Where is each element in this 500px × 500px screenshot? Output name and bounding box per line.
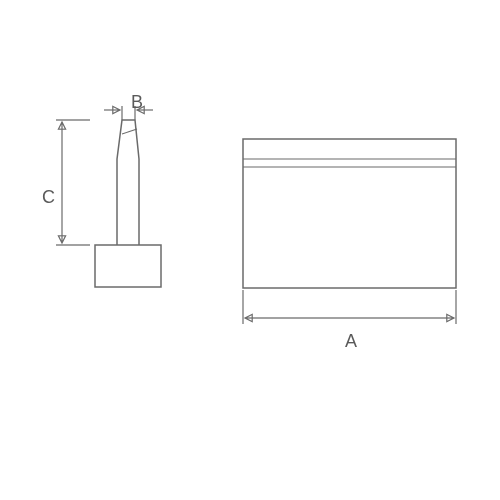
front-view [95,120,161,287]
dimension-label-c: C [42,187,55,208]
front-stem-tip [117,120,139,245]
side-rect [243,139,456,288]
side-view [243,139,456,288]
dimension-label-b: B [131,92,143,113]
technical-diagram [0,0,500,500]
dimension-b [104,106,153,120]
front-base-rect [95,245,161,287]
dimension-c [56,120,90,245]
dimension-label-a: A [345,331,357,352]
dimension-a [243,290,456,324]
front-tip-detail [122,129,137,134]
